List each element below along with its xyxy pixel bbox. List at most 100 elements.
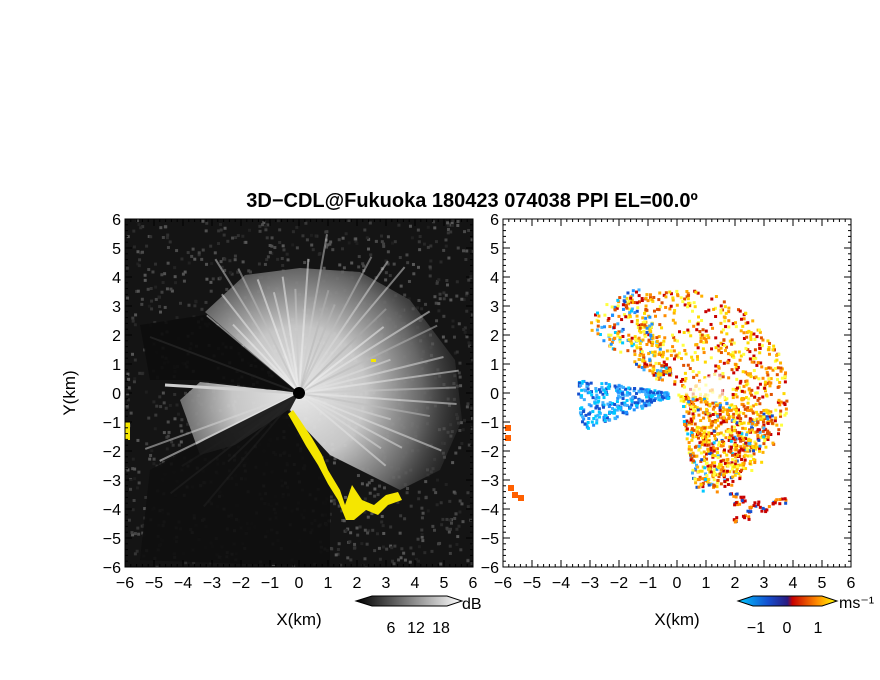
noise-speck (147, 268, 151, 272)
noise-speck (236, 234, 240, 238)
velocity-pixel (596, 324, 600, 328)
velocity-pixel (709, 422, 713, 426)
noise-speck (447, 256, 451, 260)
noise-speck (127, 386, 131, 390)
noise-speck (422, 242, 426, 246)
velocity-pixel (712, 449, 716, 453)
velocity-pixel (624, 304, 628, 308)
noise-speck (187, 261, 191, 265)
velocity-pixel (730, 461, 734, 465)
noise-speck (381, 545, 385, 549)
noise-speck (409, 546, 413, 550)
velocity-pixel (721, 410, 725, 414)
velocity-pixel (649, 398, 653, 402)
noise-speck (378, 557, 382, 561)
velocity-pixel (767, 380, 771, 384)
echo-ray (237, 268, 300, 394)
velocity-pixel (582, 408, 586, 412)
velocity-pixel (658, 291, 662, 295)
velocity-pixel (770, 421, 774, 425)
noise-speck (459, 548, 463, 552)
noise-speck (168, 240, 172, 244)
noise-speck (154, 297, 158, 301)
noise-speck (129, 411, 133, 415)
velocity-pixel (644, 404, 648, 408)
velocity-pixel (713, 411, 717, 415)
velocity-pixel (752, 369, 756, 373)
velocity-pixel (761, 420, 765, 424)
velocity-pixel (687, 447, 691, 451)
noise-speck (173, 392, 177, 396)
noise-speck (140, 372, 144, 376)
velocity-pixel (580, 406, 584, 410)
velocity-pixel (749, 405, 753, 409)
velocity-pixel (722, 361, 726, 365)
velocity-pixel (695, 454, 699, 458)
velocity-pixel (734, 448, 738, 452)
velocity-pixel (780, 376, 784, 380)
velocity-pixel (695, 328, 699, 332)
velocity-pixel (735, 377, 739, 381)
velocity-pixel (729, 447, 733, 451)
velocity-pixel (634, 391, 638, 395)
velocity-pixel (669, 349, 673, 353)
velocity-pixel (617, 314, 621, 318)
noise-speck (442, 297, 446, 301)
velocity-pixel (738, 309, 742, 313)
velocity-pixel (712, 441, 716, 445)
noise-speck (186, 251, 190, 255)
velocity-pixel (717, 443, 721, 447)
velocity-pixel (649, 325, 653, 329)
velocity-pixel (766, 437, 770, 441)
noise-speck (403, 558, 407, 562)
noise-speck (396, 500, 400, 504)
velocity-pixel (710, 347, 714, 351)
velocity-pixel (689, 453, 693, 457)
velocity-pixel (621, 397, 625, 401)
x-tick-label: 2 (731, 575, 740, 592)
velocity-pixel (778, 412, 782, 416)
velocity-pixel (746, 382, 750, 386)
echo-ray (298, 392, 382, 450)
velocity-pixel (706, 447, 710, 451)
velocity-pixel (609, 342, 613, 346)
velocity-pixel (733, 418, 737, 422)
velocity-pixel (756, 428, 760, 432)
velocity-pixel (691, 451, 695, 455)
velocity-pixel (785, 399, 789, 403)
velocity-pixel (752, 430, 756, 434)
velocity-pixel (666, 396, 670, 400)
velocity-pixel (594, 397, 598, 401)
velocity-pixel (702, 397, 706, 401)
noise-speck (373, 549, 377, 553)
noise-speck (133, 358, 137, 362)
echo-ray (298, 392, 430, 418)
velocity-pixel (733, 462, 737, 466)
velocity-pixel (606, 402, 610, 406)
velocity-pixel (671, 318, 675, 322)
noise-speck (314, 234, 318, 238)
velocity-pixel (741, 370, 745, 374)
y-tick-label: 6 (490, 212, 499, 229)
noise-speck (329, 546, 333, 550)
noise-speck (471, 249, 473, 253)
velocity-pixel (712, 483, 716, 487)
velocity-pixel (669, 353, 673, 357)
velocity-pixel (754, 356, 758, 360)
velocity-pixel (734, 325, 738, 329)
noise-speck (449, 521, 453, 525)
velocity-pixel (740, 402, 744, 406)
velocity-pixel (602, 403, 606, 407)
velocity-pixel (700, 443, 704, 447)
velocity-pixel (731, 396, 735, 400)
noise-speck (280, 256, 284, 260)
velocity-pixel (698, 475, 702, 479)
velocity-pixel (687, 330, 691, 334)
noise-speck (336, 547, 340, 551)
velocity-pixel (659, 373, 663, 377)
velocity-pixel (613, 308, 617, 312)
velocity-pixel (692, 301, 696, 305)
noise-speck (223, 257, 227, 261)
velocity-pixel (638, 398, 642, 402)
velocity-pixel (717, 348, 721, 352)
